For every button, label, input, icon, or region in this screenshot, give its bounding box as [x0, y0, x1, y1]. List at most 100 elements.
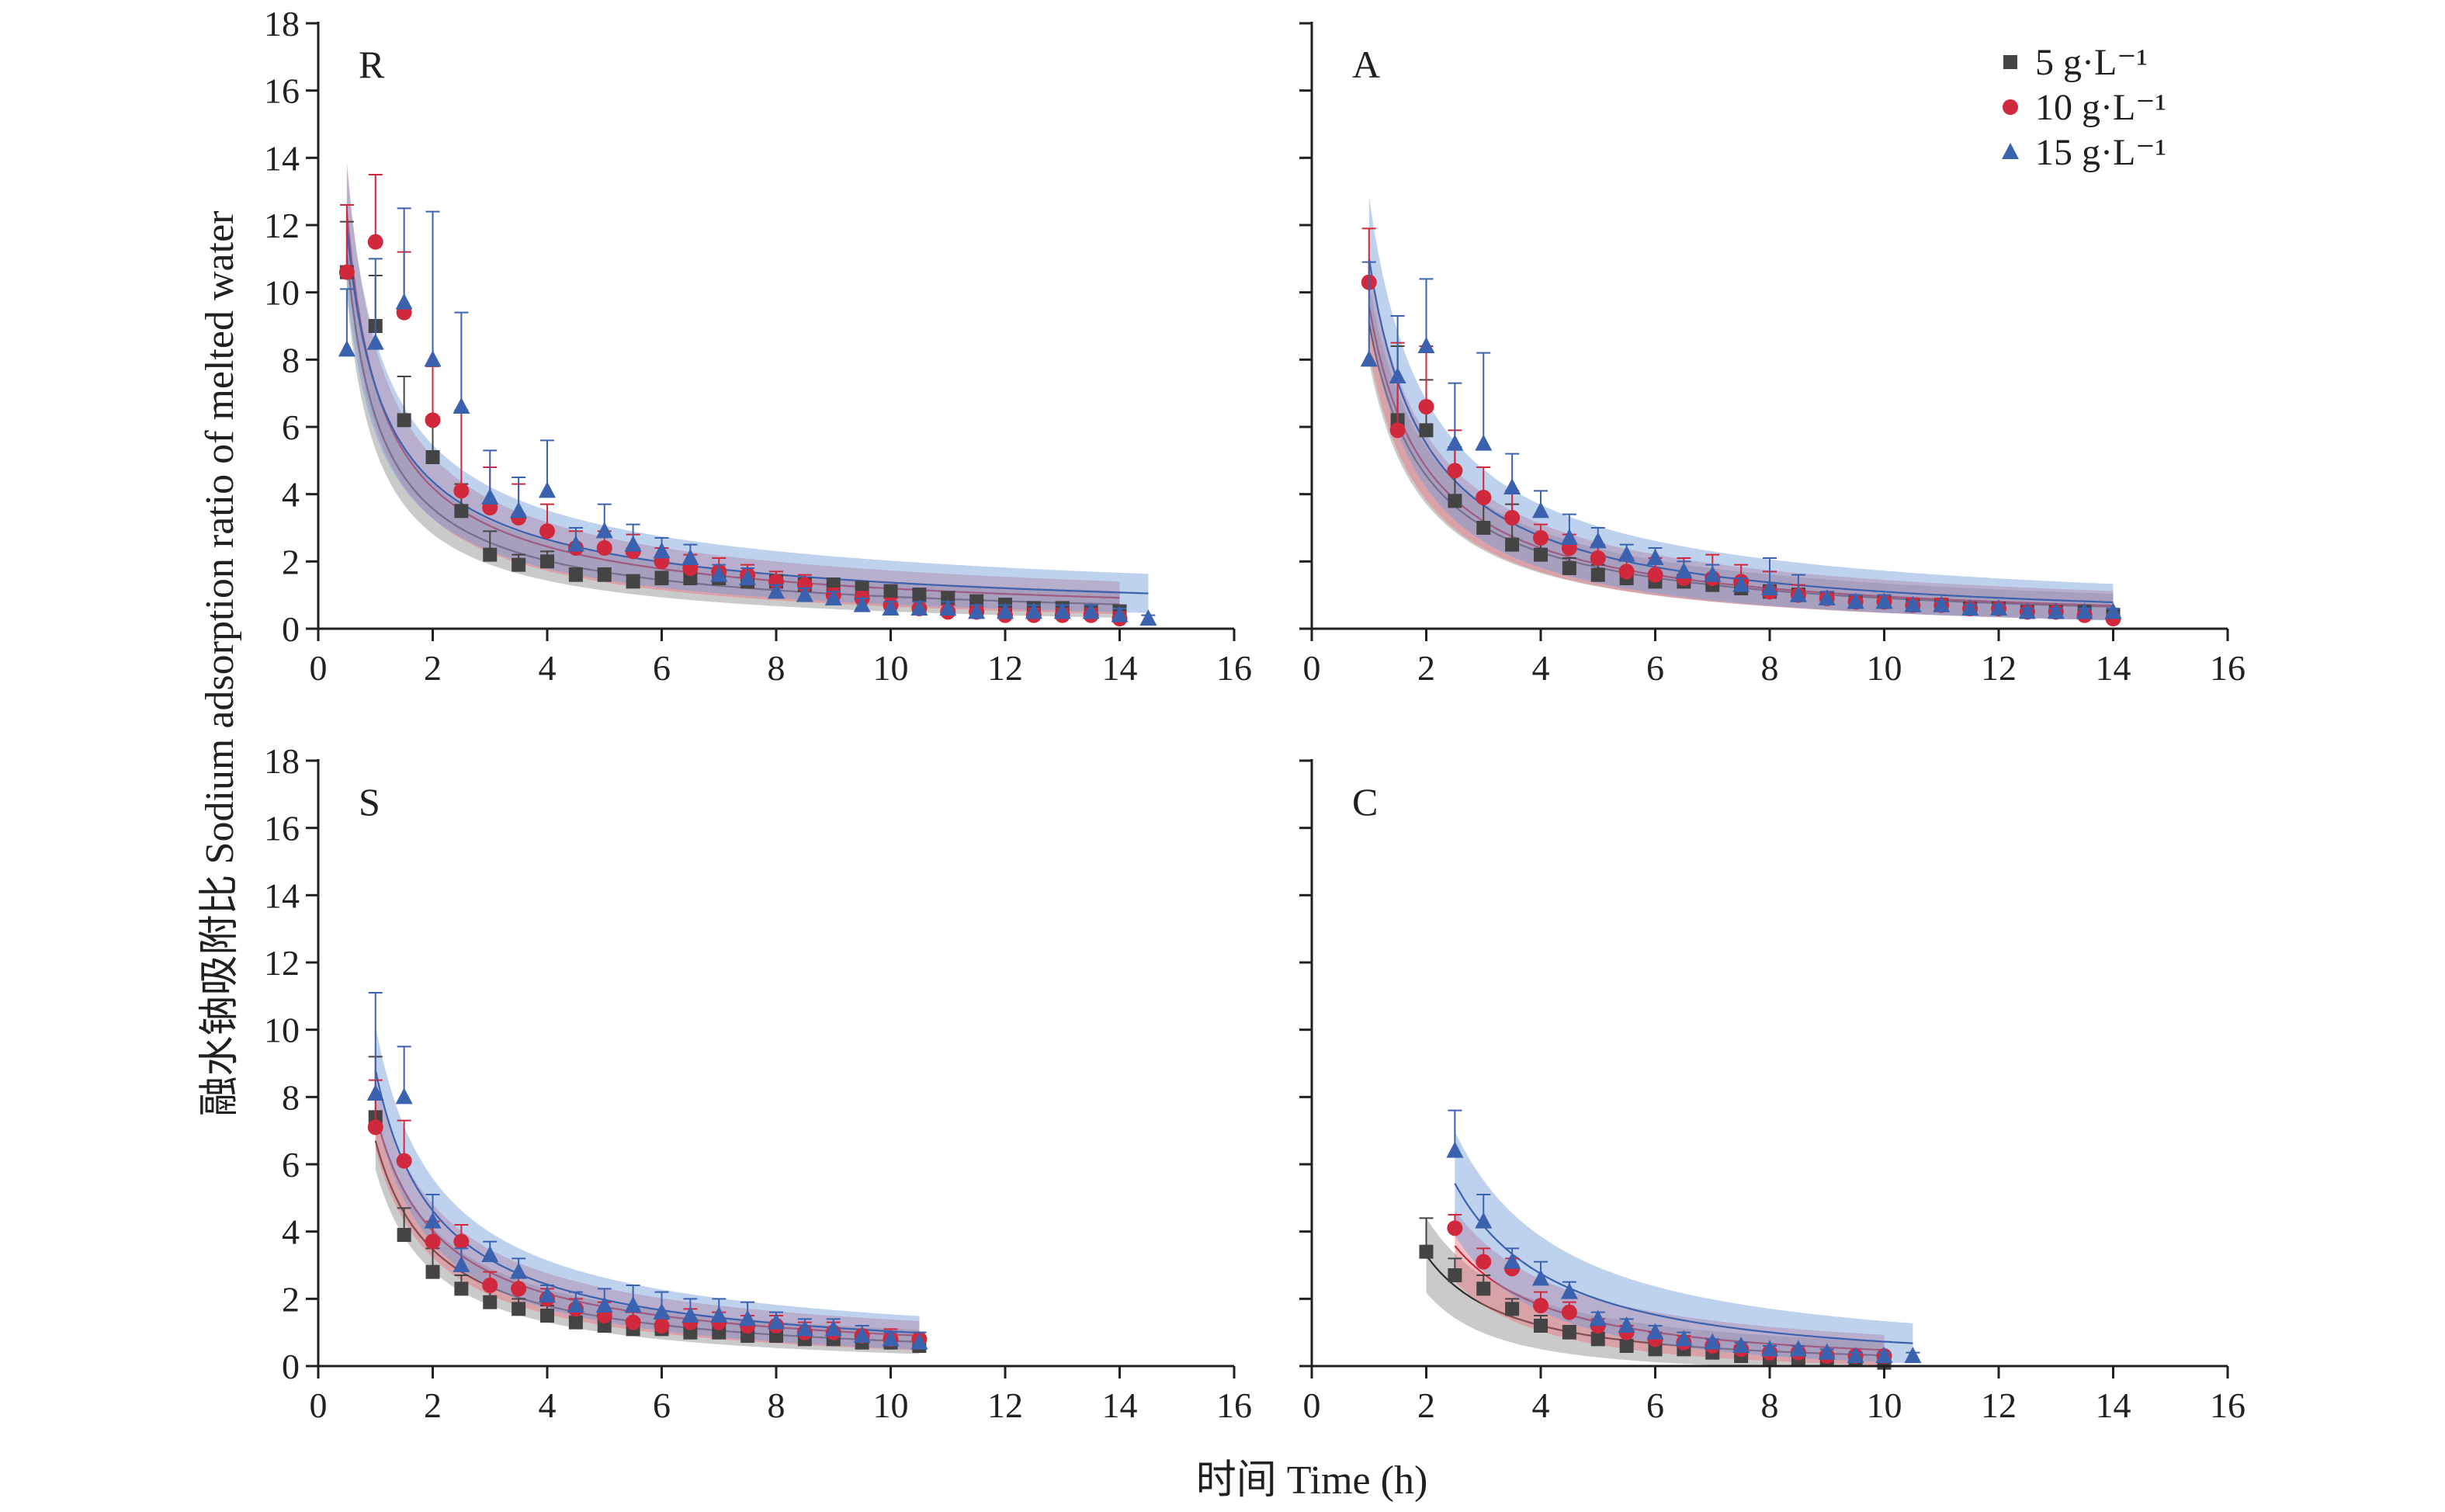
data-point: [1111, 605, 1129, 622]
data-point: [653, 1302, 671, 1320]
data-point: [882, 1330, 900, 1347]
legend-marker: [2003, 55, 2017, 69]
data-point: [1475, 434, 1493, 451]
y-tick-label: 14: [264, 876, 300, 915]
x-tick-label: 8: [1761, 1385, 1779, 1425]
data-point: [597, 567, 612, 582]
data-point: [567, 535, 584, 552]
data-point: [366, 1084, 384, 1101]
x-tick-label: 14: [2096, 648, 2131, 688]
data-point: [424, 1212, 442, 1229]
data-point: [453, 1256, 470, 1272]
data-point: [483, 1295, 498, 1309]
series-s15: [1360, 261, 2122, 619]
data-point: [453, 397, 470, 414]
data-point: [1139, 609, 1157, 626]
data-point: [624, 1296, 642, 1313]
data-point: [510, 1262, 528, 1279]
data-point: [1647, 567, 1663, 583]
x-tick-label: 2: [424, 1385, 442, 1425]
x-tick-label: 12: [1981, 1385, 2017, 1425]
data-point: [912, 588, 927, 602]
data-point: [367, 1119, 383, 1136]
x-tick-label: 10: [873, 648, 909, 688]
y-tick-label: 8: [282, 1077, 300, 1117]
y-tick-label: 2: [282, 542, 300, 581]
x-tick-label: 4: [1532, 648, 1550, 688]
data-point: [1025, 602, 1042, 619]
data-point: [540, 1309, 554, 1323]
series-s15: [1446, 1109, 1922, 1363]
data-point: [1562, 561, 1576, 575]
data-point: [1447, 463, 1463, 479]
data-point: [626, 574, 640, 589]
data-point: [1534, 1319, 1548, 1333]
data-point: [1419, 1244, 1434, 1259]
data-point: [568, 567, 583, 582]
data-point: [1847, 1347, 1864, 1363]
data-point: [483, 547, 498, 562]
data-point: [366, 333, 384, 350]
data-point: [454, 1281, 469, 1296]
x-tick-label: 8: [768, 648, 786, 688]
data-point: [910, 1333, 928, 1350]
y-tick-label: 18: [264, 4, 300, 43]
data-point: [625, 1314, 641, 1330]
x-tick-label: 12: [987, 648, 1023, 688]
data-point: [510, 501, 528, 518]
legend-marker: [2003, 99, 2018, 115]
data-point: [595, 522, 613, 539]
panel-label: C: [1352, 780, 1378, 824]
data-point: [1504, 510, 1521, 525]
x-tick-label: 4: [539, 1385, 557, 1425]
data-point: [1904, 1347, 1922, 1363]
y-tick-label: 10: [264, 1011, 300, 1050]
data-point: [1560, 529, 1578, 545]
x-tick-label: 14: [1102, 1385, 1138, 1425]
data-point: [739, 1309, 757, 1326]
x-tick-label: 2: [1417, 648, 1435, 688]
panel-S: 0 2 4 6 8 10 12 14 16 0 2 4 6 8 10 12 14 16 18 S: [264, 741, 1252, 1425]
x-tick-label: 14: [1102, 648, 1138, 688]
data-point: [1053, 602, 1071, 619]
data-point: [1589, 1309, 1607, 1326]
x-tick-label: 4: [1532, 1385, 1550, 1425]
x-tick-label: 8: [1761, 648, 1779, 688]
data-point: [1818, 589, 1836, 605]
data-point: [1475, 1212, 1493, 1229]
data-point: [1618, 1316, 1635, 1333]
data-point: [539, 481, 556, 498]
legend-label: 5 g·L⁻¹: [2035, 42, 2148, 83]
data-point: [1418, 399, 1434, 414]
y-tick-label: 12: [264, 943, 300, 983]
x-tick-label: 6: [1646, 648, 1664, 688]
fit-curve-s15: [1368, 258, 2114, 604]
x-tick-label: 6: [653, 648, 671, 688]
data-point: [1732, 1337, 1750, 1353]
panel-label: R: [359, 43, 385, 86]
data-point: [1476, 521, 1491, 535]
y-tick-label: 6: [282, 1145, 300, 1184]
confidence-band-s5: [375, 1111, 920, 1354]
x-tick-label: 12: [987, 1385, 1023, 1425]
confidence-band-s15: [1368, 196, 2114, 621]
data-point: [1704, 1333, 1722, 1350]
data-point: [1417, 337, 1435, 353]
panel-R: 0 2 4 6 8 10 12 14 16 0 2 4 6 8 10 12 14 16 18 R: [264, 4, 1252, 688]
data-point: [1904, 595, 1922, 612]
data-point: [425, 1264, 440, 1279]
data-point: [796, 585, 813, 602]
x-tick-label: 12: [1981, 648, 2017, 688]
data-point: [1533, 530, 1548, 546]
data-point: [1360, 350, 1378, 367]
data-point: [853, 595, 871, 612]
data-point: [1532, 1269, 1549, 1286]
x-tick-label: 10: [873, 1385, 909, 1425]
data-point: [710, 1306, 728, 1323]
panel-label: S: [359, 780, 380, 824]
fit-curve-s5: [345, 254, 1120, 605]
data-point: [1933, 595, 1951, 612]
fit-curve-s15: [1454, 1183, 1913, 1344]
x-tick-label: 4: [539, 648, 557, 688]
data-point: [395, 293, 413, 310]
